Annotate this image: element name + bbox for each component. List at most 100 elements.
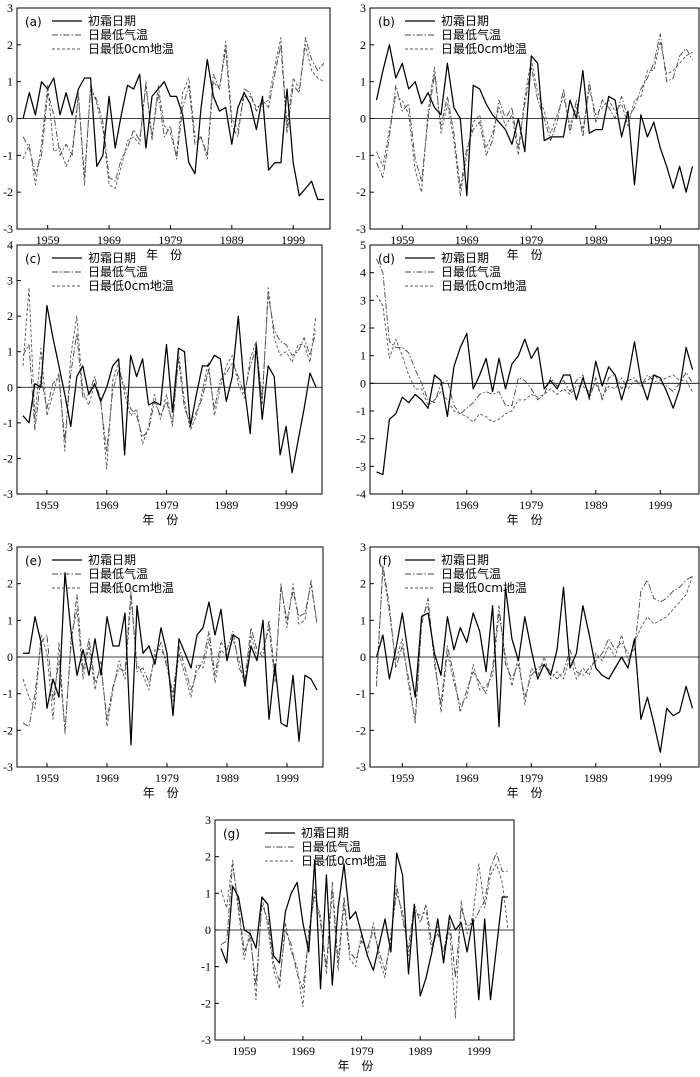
panel-label: (a) xyxy=(25,15,42,29)
y-tick-label: 2 xyxy=(360,321,366,335)
legend-entry: 日最低0cm地温 xyxy=(88,581,174,595)
y-tick-label: -2 xyxy=(356,723,366,737)
y-tick-label: -2 xyxy=(201,996,211,1010)
legend-entry: 初霜日期 xyxy=(441,14,489,28)
y-tick-label: 0 xyxy=(7,650,13,664)
legend-entry: 日最低气温 xyxy=(441,264,501,279)
x-tick-label: 1959 xyxy=(36,233,60,247)
y-tick-label: -2 xyxy=(3,451,13,465)
y-tick-label: -3 xyxy=(3,760,13,774)
legend-entry: 日最低气温 xyxy=(441,27,501,42)
y-tick-label: 3 xyxy=(360,540,366,554)
x-tick-label: 1979 xyxy=(519,233,543,247)
chart-panel: -3 -2 -1 0 1 2 3 1959 1969 1979 1989 1999 年 份 (f) 初霜日期… xyxy=(356,540,700,800)
x-tick-label: 1959 xyxy=(390,498,414,512)
y-tick-label: 2 xyxy=(7,577,13,591)
legend-entry: 日最低0cm地温 xyxy=(88,42,174,56)
plot-frame xyxy=(16,244,323,495)
y-tick-label: 1 xyxy=(205,886,211,900)
panel-label: (g) xyxy=(223,827,240,841)
legend-entry: 日最低0cm地温 xyxy=(441,581,527,595)
x-axis-label: 年 份 xyxy=(507,786,543,800)
series-line xyxy=(220,852,509,1001)
y-tick-label: -3 xyxy=(201,1033,211,1047)
y-tick-label: 4 xyxy=(360,266,366,280)
y-tick-label: 1 xyxy=(7,345,13,359)
series-line xyxy=(220,852,509,990)
legend-entry: 初霜日期 xyxy=(441,251,489,265)
y-tick-label: 1 xyxy=(360,75,366,89)
x-tick-label: 1959 xyxy=(35,771,59,785)
y-tick-label: 2 xyxy=(205,850,211,864)
legend-entry: 日最低气温 xyxy=(88,264,148,279)
legend-entry: 日最低气温 xyxy=(88,27,148,42)
y-tick-label: 2 xyxy=(360,577,366,591)
x-tick-label: 1979 xyxy=(155,771,179,785)
x-tick-label: 1989 xyxy=(584,498,608,512)
y-tick-label: 2 xyxy=(360,38,366,52)
y-tick-label: 3 xyxy=(7,540,13,554)
x-axis-label: 年 份 xyxy=(507,513,543,527)
series-line xyxy=(376,568,693,720)
y-tick-label: 0 xyxy=(360,112,366,126)
series-line xyxy=(22,37,325,189)
y-tick-label: -1 xyxy=(356,687,366,701)
y-tick-label: -2 xyxy=(356,185,366,199)
x-tick-label: 1969 xyxy=(455,233,479,247)
series-line xyxy=(376,332,694,476)
y-tick-label: -2 xyxy=(356,432,366,446)
legend-entry: 日最低0cm地温 xyxy=(441,279,527,293)
x-tick-label: 1999 xyxy=(275,771,299,785)
legend-entry: 日最低0cm地温 xyxy=(88,279,174,293)
y-tick-label: 0 xyxy=(7,380,13,394)
legend-entry: 日最低0cm地温 xyxy=(441,42,527,56)
x-tick-label: 1959 xyxy=(35,498,59,512)
y-tick-label: 3 xyxy=(7,1,13,15)
x-tick-label: 1979 xyxy=(519,771,543,785)
x-tick-label: 1989 xyxy=(220,233,244,247)
x-tick-label: 1979 xyxy=(519,498,543,512)
chart-panel: -4 -3 -2 -1 0 1 2 3 4 5 1959 1969 1979 1989 1999 年 份 (d)… xyxy=(356,238,700,527)
x-tick-label: 1989 xyxy=(584,233,608,247)
panel-label: (e) xyxy=(25,554,42,568)
panel-label: (d) xyxy=(378,252,395,266)
x-axis-label: 年 份 xyxy=(507,248,543,262)
y-tick-label: -3 xyxy=(3,487,13,501)
x-axis-label: 年 份 xyxy=(142,513,178,527)
series-line xyxy=(22,37,325,182)
legend-entry: 日最低气温 xyxy=(301,839,361,854)
x-tick-label: 1999 xyxy=(274,498,298,512)
y-tick-label: 0 xyxy=(7,112,13,126)
x-tick-label: 1969 xyxy=(455,498,479,512)
legend-entry: 日最低气温 xyxy=(88,566,148,581)
chart-panel: -3 -2 -1 0 1 2 3 1959 1969 1979 1989 1999 年 份 (b) 初霜日期… xyxy=(356,1,700,262)
x-tick-label: 1999 xyxy=(648,233,672,247)
x-axis-label: 年 份 xyxy=(338,1059,374,1073)
y-tick-label: 3 xyxy=(360,293,366,307)
y-tick-label: 5 xyxy=(360,238,366,252)
y-tick-label: -1 xyxy=(356,148,366,162)
series-line xyxy=(376,33,693,189)
y-tick-label: 4 xyxy=(7,238,13,252)
x-tick-label: 1999 xyxy=(281,233,305,247)
chart-panel: -3 -2 -1 0 1 2 3 1959 1969 1979 1989 1999 年 份 (g) 初霜日期… xyxy=(201,813,515,1073)
x-tick-label: 1959 xyxy=(232,1044,256,1058)
x-tick-label: 1999 xyxy=(467,1044,491,1058)
x-tick-label: 1969 xyxy=(291,1044,315,1058)
x-tick-label: 1999 xyxy=(648,498,672,512)
series-line xyxy=(22,294,317,452)
series-line xyxy=(22,58,324,201)
panel-label: (b) xyxy=(378,15,395,29)
x-axis-label: 年 份 xyxy=(146,248,182,262)
y-tick-label: -3 xyxy=(356,459,366,473)
y-tick-label: 1 xyxy=(7,75,13,89)
y-tick-label: 3 xyxy=(7,274,13,288)
series-line xyxy=(23,572,318,746)
y-tick-label: -1 xyxy=(3,416,13,430)
legend-entry: 初霜日期 xyxy=(88,251,136,265)
x-tick-label: 1969 xyxy=(95,771,119,785)
panel-label: (c) xyxy=(25,252,41,266)
y-tick-label: 0 xyxy=(360,650,366,664)
x-tick-label: 1969 xyxy=(97,233,121,247)
